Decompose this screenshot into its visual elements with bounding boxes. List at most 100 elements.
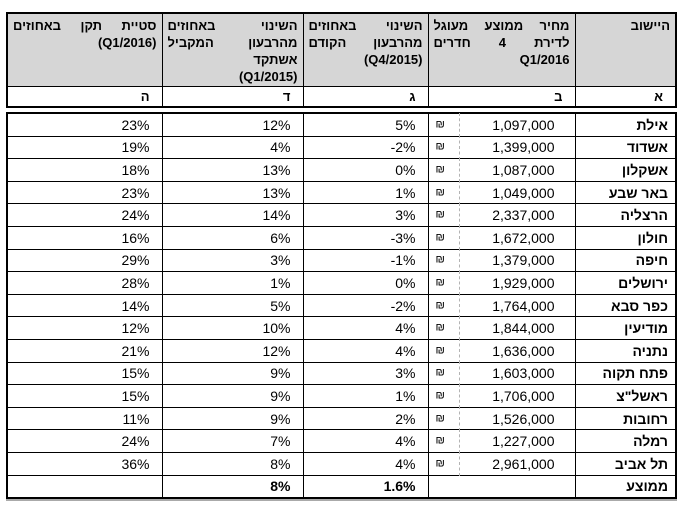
year-change-cell: 4% <box>161 135 304 160</box>
city-cell: נתניה <box>574 338 677 363</box>
price-value: 1,844,000 <box>492 320 555 337</box>
price-value: 1,636,000 <box>492 342 555 359</box>
city-cell: אשדוד <box>574 135 677 160</box>
shekel-icon: ₪ <box>435 231 445 244</box>
year-change-cell: 8% <box>161 451 304 476</box>
year-change-cell: 6% <box>161 225 304 250</box>
quarter-change-cell: 1% <box>302 180 429 205</box>
price-value: 2,337,000 <box>492 207 555 224</box>
city-cell: הרצליה <box>574 203 677 227</box>
price-cell: ₪ 1,526,000 <box>427 406 576 431</box>
city-cell: פתח תקוה <box>574 361 677 386</box>
price-cell: ₪ 1,764,000 <box>427 293 576 318</box>
price-cell <box>427 474 576 499</box>
shekel-icon: ₪ <box>435 208 445 221</box>
price-cell: ₪ 1,636,000 <box>427 338 576 364</box>
shekel-icon: ₪ <box>435 118 445 131</box>
col-header-qoq-line: מהרבעון הקודם <box>308 35 423 50</box>
quarter-change-cell: 5% <box>302 112 429 137</box>
city-cell: ממוצע <box>574 474 677 499</box>
std-deviation-cell <box>6 474 163 499</box>
price-cell: ₪ 2,961,000 <box>427 451 576 477</box>
std-deviation-cell: 29% <box>6 248 163 273</box>
shekel-icon: ₪ <box>435 389 445 402</box>
city-cell: חולון <box>574 225 677 250</box>
table-row: חולון ₪ 1,672,000 -3% 6% 16% <box>6 225 677 251</box>
price-value: 1,087,000 <box>492 161 555 178</box>
col-header-price: מחיר ממוצע מעוגל לדירת 4 חדרים Q1/2016 <box>427 12 576 87</box>
price-value: 1,526,000 <box>492 410 555 427</box>
quarter-change-cell: -2% <box>302 293 429 318</box>
shekel-icon: ₪ <box>435 299 445 312</box>
std-deviation-cell: 36% <box>6 451 163 476</box>
year-change-cell: 12% <box>161 112 304 137</box>
quarter-change-cell: 1% <box>302 384 429 408</box>
std-deviation-cell: 19% <box>6 135 163 160</box>
quarter-change-cell: -3% <box>302 225 429 250</box>
table-row: באר שבע ₪ 1,049,000 1% 13% 23% <box>6 180 677 205</box>
price-value: 1,764,000 <box>492 297 555 314</box>
city-cell: חיפה <box>574 248 677 273</box>
table-row: רמלה ₪ 1,227,000 4% 7% 24% <box>6 429 677 454</box>
table-row: אשדוד ₪ 1,399,000 -2% 4% 19% <box>6 135 677 160</box>
col-letter-std: ה <box>6 86 163 108</box>
col-header-std-line: (Q1/2016) <box>97 35 157 50</box>
std-deviation-cell: 16% <box>6 225 163 250</box>
quarter-change-cell: 3% <box>302 203 429 227</box>
quarter-change-cell: 4% <box>302 316 429 340</box>
price-cell: ₪ 2,337,000 <box>427 203 576 228</box>
table-row: אילת ₪ 1,097,000 5% 12% 23% <box>6 112 677 138</box>
std-deviation-cell: 12% <box>6 316 163 340</box>
col-header-city: היישוב <box>574 12 677 87</box>
price-value: 1,379,000 <box>492 252 555 269</box>
price-cell: ₪ 1,706,000 <box>427 384 576 409</box>
price-value: 1,672,000 <box>492 229 555 246</box>
price-value: 1,706,000 <box>492 387 555 404</box>
col-header-qoq-line: (Q4/2015) <box>363 52 423 67</box>
col-header-std-line: סטיית תקן באחוזים <box>13 18 157 33</box>
city-cell: תל אביב <box>574 451 677 476</box>
table-row: מודיעין ₪ 1,844,000 4% 10% 12% <box>6 316 677 341</box>
std-deviation-cell: 15% <box>6 384 163 408</box>
shekel-icon: ₪ <box>435 321 445 334</box>
year-change-cell: 9% <box>161 384 304 408</box>
price-cell: ₪ 1,844,000 <box>427 316 576 341</box>
header-row: היישוב מחיר ממוצע מעוגל לדירת 4 חדרים Q1/20… <box>6 12 677 87</box>
std-deviation-cell: 14% <box>6 293 163 318</box>
year-change-cell: 14% <box>161 203 304 227</box>
quarter-change-cell: -1% <box>302 248 429 273</box>
col-letter-price: ב <box>427 86 576 108</box>
price-value: 1,399,000 <box>492 139 555 156</box>
shekel-icon: ₪ <box>435 434 445 447</box>
quarter-change-cell: 3% <box>302 361 429 386</box>
year-change-cell: 13% <box>161 180 304 205</box>
city-cell: אילת <box>574 112 677 137</box>
col-header-yoy-line: השינוי באחוזים <box>167 18 298 33</box>
shekel-icon: ₪ <box>435 344 445 357</box>
city-cell: מודיעין <box>574 316 677 340</box>
year-change-cell: 9% <box>161 361 304 386</box>
year-change-cell: 5% <box>161 293 304 318</box>
col-header-price-line: לדירת 4 חדרים <box>433 35 570 50</box>
table-row: רחובות ₪ 1,526,000 2% 9% 11% <box>6 406 677 431</box>
price-value: 1,929,000 <box>492 274 555 291</box>
quarter-change-cell: 2% <box>302 406 429 431</box>
table-row: ראשל"צ ₪ 1,706,000 1% 9% 15% <box>6 384 677 409</box>
table-row: נתניה ₪ 1,636,000 4% 12% 21% <box>6 338 677 364</box>
col-header-yoy-line: אשתקד <box>253 52 298 67</box>
city-cell: ירושלים <box>574 271 677 295</box>
price-value: 1,097,000 <box>492 116 555 133</box>
quarter-change-cell: 4% <box>302 429 429 453</box>
table-row: כפר סבא ₪ 1,764,000 -2% 5% 14% <box>6 293 677 318</box>
quarter-change-cell: -2% <box>302 135 429 160</box>
std-deviation-cell: 23% <box>6 180 163 205</box>
col-header-qoq: השינוי באחוזים מהרבעון הקודם (Q4/2015) <box>302 12 429 87</box>
year-change-cell: 13% <box>161 158 304 182</box>
data-table: אילת ₪ 1,097,000 5% 12% 23% אשדוד ₪ 1,399,000 -2%… <box>6 112 677 500</box>
std-deviation-cell: 15% <box>6 361 163 386</box>
city-cell: רחובות <box>574 406 677 431</box>
quarter-change-cell: 4% <box>302 451 429 476</box>
quarter-change-cell: 0% <box>302 158 429 182</box>
